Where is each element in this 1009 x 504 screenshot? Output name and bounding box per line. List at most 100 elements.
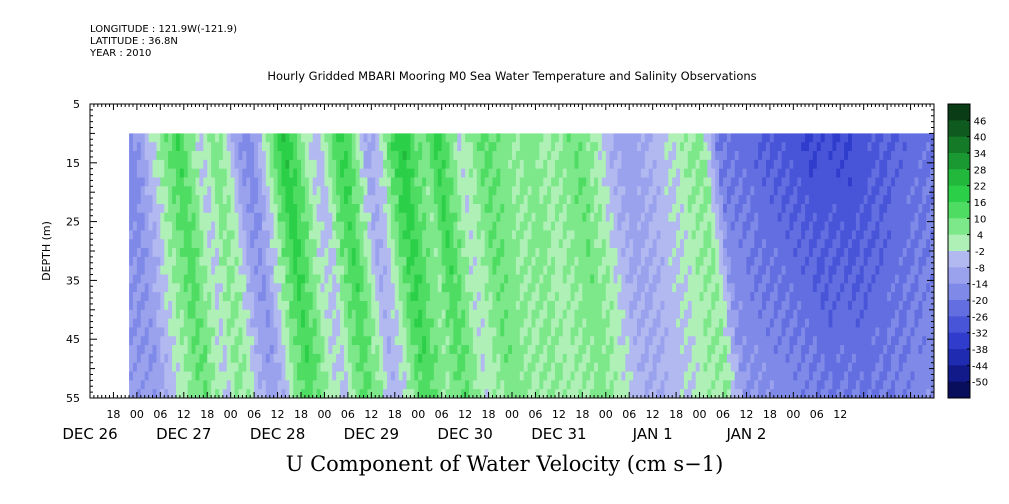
heatmap-cell <box>371 292 376 302</box>
heatmap-cell <box>715 248 720 258</box>
heatmap-cell <box>199 221 204 232</box>
heatmap-cell <box>762 300 767 311</box>
heatmap-cell <box>492 186 497 196</box>
heatmap-cell <box>324 248 329 258</box>
heatmap-cell <box>781 177 787 187</box>
heatmap-cell <box>539 265 544 276</box>
heatmap-cell <box>687 300 693 311</box>
heatmap-cell <box>863 177 869 187</box>
heatmap-cell <box>203 221 208 232</box>
heatmap-cell <box>437 327 443 337</box>
heatmap-cell <box>469 336 474 346</box>
heatmap-cell <box>926 186 931 196</box>
heatmap-cell <box>156 186 161 196</box>
heatmap-cell <box>230 142 236 152</box>
heatmap-cell <box>918 133 923 143</box>
heatmap-cell <box>687 239 693 249</box>
heatmap-cell <box>433 274 439 284</box>
heatmap-cell <box>355 309 361 320</box>
heatmap-cell <box>476 133 482 143</box>
heatmap-cell <box>855 142 861 152</box>
heatmap-cell <box>637 159 642 170</box>
heatmap-cell <box>367 177 372 187</box>
heatmap-cell <box>351 283 357 293</box>
heatmap-cell <box>812 239 818 249</box>
heatmap-cell <box>902 221 908 232</box>
heatmap-cell <box>164 159 169 170</box>
heatmap-cell <box>558 159 564 170</box>
heatmap-cell <box>566 309 572 320</box>
heatmap-cell <box>898 318 904 329</box>
heatmap-cell <box>535 133 540 143</box>
heatmap-cell <box>172 186 177 196</box>
heatmap-cell <box>609 292 615 302</box>
heatmap-cell <box>347 336 353 346</box>
heatmap-cell <box>398 177 404 187</box>
heatmap-cell <box>422 186 427 196</box>
heatmap-cell <box>230 212 236 223</box>
heatmap-cell <box>152 142 158 152</box>
heatmap-cell <box>793 248 798 258</box>
heatmap-cell <box>769 292 775 302</box>
heatmap-cell <box>484 133 490 143</box>
heatmap-cell <box>429 177 435 187</box>
heatmap-cell <box>461 159 466 170</box>
heatmap-cell <box>512 283 517 293</box>
heatmap-cell <box>793 177 798 187</box>
heatmap-cell <box>742 168 748 179</box>
heatmap-cell <box>875 274 880 284</box>
heatmap-cell <box>469 309 474 320</box>
heatmap-cell <box>867 248 873 258</box>
heatmap-cell <box>801 239 806 249</box>
heatmap-cell <box>590 168 595 179</box>
heatmap-cell <box>234 239 240 249</box>
heatmap-cell <box>261 318 267 329</box>
heatmap-cell <box>343 151 349 161</box>
heatmap-cell <box>140 221 146 232</box>
heatmap-cell <box>457 221 462 232</box>
heatmap-cell <box>894 168 900 179</box>
heatmap-cell <box>738 318 744 329</box>
heatmap-cell <box>683 151 689 161</box>
heatmap-cell <box>242 256 247 267</box>
heatmap-cell <box>261 336 267 346</box>
heatmap-cell <box>605 256 611 267</box>
heatmap-cell <box>215 221 220 232</box>
heatmap-cell <box>371 256 376 267</box>
heatmap-cell <box>457 168 462 179</box>
heatmap-cell <box>574 283 580 293</box>
heatmap-cell <box>664 212 669 223</box>
heatmap-cell <box>719 142 724 152</box>
heatmap-cell <box>191 283 197 293</box>
heatmap-cell <box>418 203 423 214</box>
heatmap-cell <box>726 256 732 267</box>
heatmap-cell <box>648 239 654 249</box>
heatmap-cell <box>773 168 779 179</box>
heatmap-cell <box>320 327 326 337</box>
heatmap-cell <box>601 195 607 205</box>
heatmap-cell <box>367 221 372 232</box>
heatmap-cell <box>156 248 161 258</box>
heatmap-cell <box>594 327 599 337</box>
heatmap-cell <box>136 142 142 152</box>
heatmap-cell <box>711 283 716 293</box>
heatmap-cell <box>390 300 396 311</box>
heatmap-cell <box>508 256 513 267</box>
heatmap-cell <box>883 230 888 240</box>
heatmap-cell <box>851 133 857 143</box>
heatmap-cell <box>586 221 591 232</box>
heatmap-cell <box>547 168 552 179</box>
heatmap-cell <box>265 265 271 276</box>
heatmap-cell <box>132 142 138 152</box>
heatmap-cell <box>797 221 802 232</box>
heatmap-cell <box>187 230 193 240</box>
heatmap-cell <box>781 239 787 249</box>
heatmap-cell <box>898 309 904 320</box>
heatmap-cell <box>312 151 318 161</box>
heatmap-cell <box>680 133 685 143</box>
heatmap-cell <box>242 151 247 161</box>
heatmap-cell <box>672 177 677 187</box>
heatmap-cell <box>457 283 462 293</box>
heatmap-cell <box>230 336 236 346</box>
heatmap-cell <box>769 203 775 214</box>
